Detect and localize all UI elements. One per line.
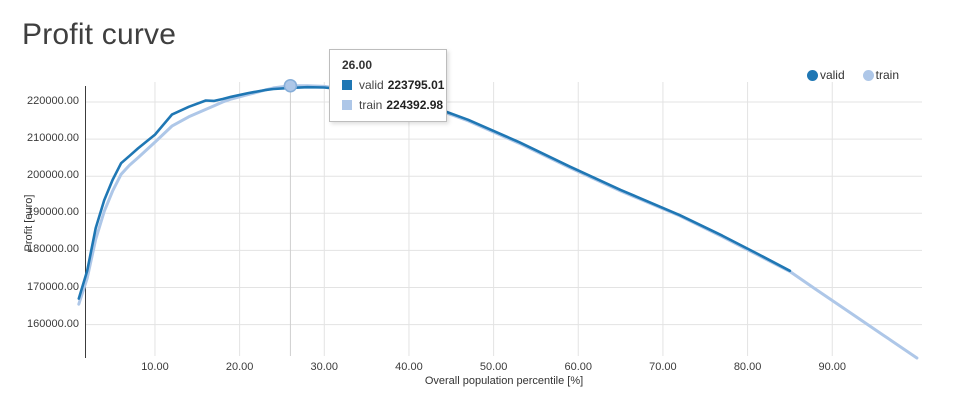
legend-dot-icon	[862, 69, 874, 81]
series-line-train[interactable]	[77, 84, 919, 360]
y-tick-label: 160000.00	[27, 317, 79, 330]
tooltip-series-swatch	[342, 100, 352, 110]
chart-legend: valid train	[806, 68, 899, 82]
series-line-valid[interactable]	[77, 85, 792, 300]
y-tick-label: 220000.00	[27, 95, 79, 107]
chart-title: Profit curve	[22, 18, 177, 51]
tooltip-series-value: 224392.98	[386, 98, 444, 112]
x-tick-label: 50.00	[479, 361, 508, 373]
tooltip-series-value: 223795.01	[387, 78, 445, 92]
legend-label: valid	[819, 68, 845, 82]
hover-tooltip: 26.00 valid 223795.01 train 224392.98	[329, 49, 447, 122]
y-tick-label: 190000.00	[27, 206, 79, 219]
x-tick-label: 10.00	[141, 361, 169, 373]
x-tick-label: 40.00	[395, 361, 423, 373]
x-tick-label: 90.00	[818, 361, 846, 373]
legend-item-train[interactable]: train	[862, 68, 899, 82]
x-tick-label: 30.00	[310, 361, 339, 373]
tooltip-series-label: valid	[359, 78, 384, 92]
x-tick-label: 70.00	[649, 361, 677, 373]
tooltip-series-label: train	[359, 98, 383, 112]
legend-item-valid[interactable]: valid	[806, 68, 845, 82]
y-axis-title: Profit [euro]	[23, 194, 35, 252]
tooltip-row-valid: valid 223795.01	[342, 78, 444, 92]
tooltip-row-train: train 224392.98	[342, 98, 443, 112]
tooltip-x-value: 26.00	[342, 58, 373, 72]
x-tick-label: 80.00	[733, 361, 762, 373]
legend-label: train	[875, 68, 899, 82]
y-tick-label: 210000.00	[27, 132, 79, 145]
tooltip-series-swatch	[342, 80, 352, 90]
x-tick-label: 20.00	[225, 361, 254, 373]
legend-dot-icon	[806, 69, 818, 81]
tooltip-rows: valid 223795.01 train 224392.98	[342, 78, 444, 112]
y-tick-label: 170000.00	[27, 280, 79, 293]
hover-marker-point[interactable]	[283, 78, 298, 93]
y-tick-label: 200000.00	[27, 169, 79, 182]
x-tick-label: 60.00	[564, 361, 593, 373]
y-tick-label: 180000.00	[27, 243, 79, 256]
x-axis-title: Overall population percentile [%]	[424, 375, 584, 387]
